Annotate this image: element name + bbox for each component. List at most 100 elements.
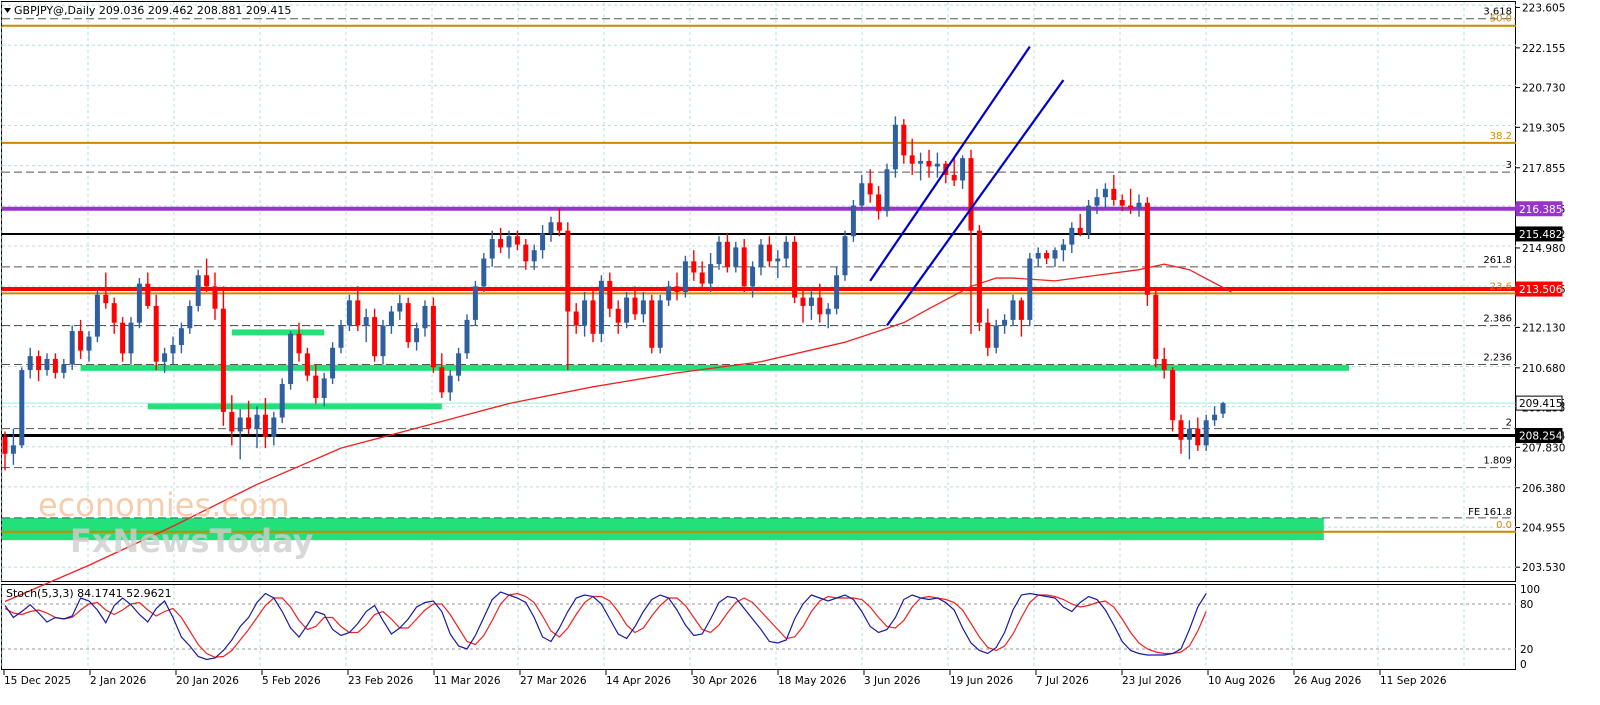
candle-body (355, 300, 361, 326)
price-axis-label: 207.830 (1522, 442, 1565, 454)
candle-body (52, 358, 58, 373)
candle-body (1027, 258, 1033, 320)
candle-body (304, 353, 310, 376)
level-label-fib_3: 3 (1506, 160, 1512, 171)
dropdown-triangle-icon[interactable] (4, 8, 11, 13)
candle-body (254, 414, 260, 429)
green-zone-band (231, 329, 325, 336)
candle-body (1094, 197, 1100, 206)
candle-body (750, 266, 756, 287)
candle-body (775, 258, 781, 262)
candle-body (1052, 250, 1058, 259)
level-label-fe_1618: FE 161.8 (1468, 507, 1512, 518)
price-axis-label: 206.380 (1522, 483, 1565, 495)
candle-body (985, 322, 991, 348)
candle-body (649, 300, 655, 348)
candle-body (19, 370, 25, 446)
candle-body (1044, 252, 1050, 259)
candle-body (976, 230, 982, 323)
candle-body (556, 222, 562, 231)
price-axis-label: 212.130 (1522, 322, 1565, 334)
stoch-scale-label: 100 (1520, 584, 1540, 596)
price-axis-label: 222.155 (1522, 43, 1565, 55)
candle-body (884, 169, 890, 212)
candle-body (514, 236, 520, 245)
level-label-fib_00: 0.0 (1496, 520, 1512, 531)
candle-body (414, 328, 420, 343)
candle-body (279, 384, 285, 418)
candle-body (1178, 420, 1184, 440)
candle-body (456, 353, 462, 376)
time-axis-label: 14 Apr 2026 (606, 675, 671, 687)
candle-body (464, 319, 470, 354)
red-level-badge (1515, 281, 1563, 297)
main-chart-frame (1, 1, 1516, 582)
candle-body (69, 331, 75, 365)
candle-body (86, 336, 92, 351)
candle-body (145, 283, 151, 306)
candle-body (136, 283, 142, 323)
candle-body (489, 239, 495, 259)
level-label-fib_1809: 1.809 (1483, 456, 1512, 467)
candle-body (372, 317, 378, 357)
candle-body (447, 375, 453, 393)
price-badges: 216.385 215.482 213.506 209.415 208.254 (1515, 201, 1563, 443)
price-axis-label: 214.980 (1522, 243, 1565, 255)
candle-body (850, 205, 856, 237)
candle-body (1136, 202, 1142, 209)
candle-body (1128, 205, 1134, 209)
candle-body (271, 417, 277, 437)
candle-body (1077, 227, 1083, 234)
candle-body (1203, 420, 1209, 446)
candle-body (195, 275, 201, 306)
price-axis-label: 223.605 (1522, 2, 1565, 14)
candle-body (187, 305, 193, 329)
green-zone-band (147, 403, 442, 410)
candle-body (128, 322, 134, 354)
time-axis-label: 26 Aug 2026 (1294, 675, 1362, 687)
candle-body (666, 286, 672, 301)
candle-body (817, 297, 823, 315)
time-axis-label: 19 Jun 2026 (950, 675, 1013, 687)
candle-body (1111, 188, 1117, 200)
candle-body (1195, 428, 1201, 446)
moving-average (4, 263, 1232, 603)
candle-body (582, 300, 588, 326)
candle-body (842, 236, 848, 276)
candle-body (44, 358, 50, 371)
watermark-line1: economies.com (38, 486, 290, 524)
level-label-fib_2618: 261.8 (1483, 255, 1512, 266)
time-axis-label: 27 Mar 2026 (520, 675, 587, 687)
candle-body (766, 244, 772, 262)
candle-body (288, 333, 294, 385)
trend-channel (869, 45, 1065, 327)
candle-body (212, 286, 218, 309)
candle-body (237, 417, 243, 432)
time-axis-label: 5 Feb 2026 (262, 675, 321, 687)
price-axis-label: 217.855 (1522, 163, 1565, 175)
candle-body (632, 297, 638, 315)
candle-body (1170, 370, 1176, 421)
candle-body (1220, 403, 1226, 414)
candle-body (1186, 428, 1192, 440)
candle-body (36, 356, 42, 371)
candle-body (472, 286, 478, 320)
candle-body (296, 333, 302, 354)
level-label-fib_236: 23.6 (1490, 281, 1512, 292)
stoch-main-line (4, 591, 1207, 661)
time-axis-label: 30 Apr 2026 (692, 675, 757, 687)
level-label-fib_3618: 3.618 (1483, 7, 1512, 18)
candle-body (674, 286, 680, 292)
candle-body (1161, 358, 1167, 371)
candle-body (1086, 205, 1092, 234)
candle-body (523, 244, 529, 262)
candle-body (540, 233, 546, 251)
horizontal-levels (2, 18, 1516, 533)
candle-body (1144, 202, 1150, 295)
candle-body (363, 317, 369, 326)
candle-body (607, 280, 613, 309)
candle-body (783, 241, 789, 259)
candle-body (313, 375, 319, 398)
